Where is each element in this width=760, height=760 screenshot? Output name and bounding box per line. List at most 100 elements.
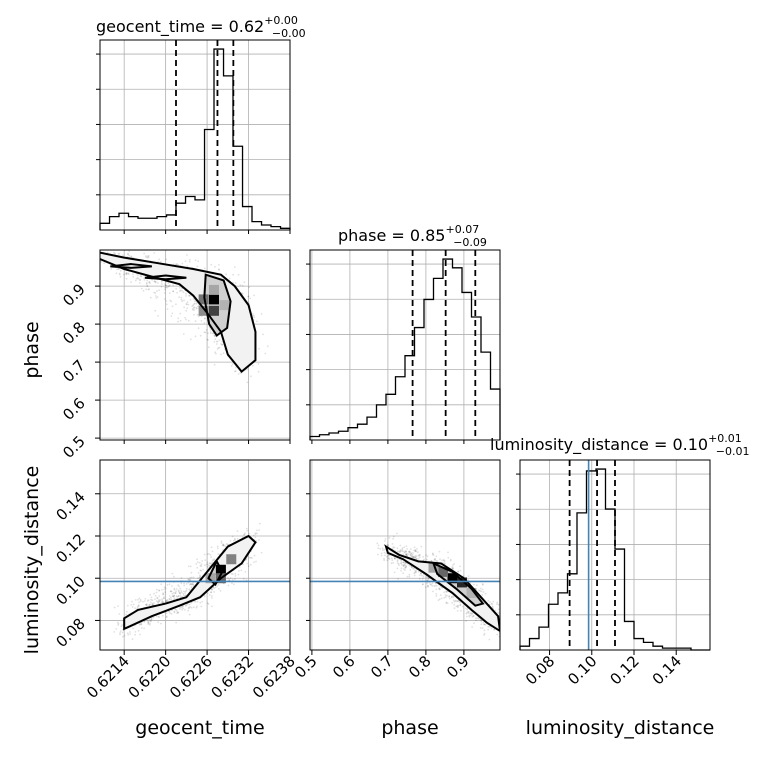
panel-luminosity-distance-vs-geocent-time-sample-point: [178, 592, 181, 594]
panel-phase-vs-geocent-time-sample-point: [100, 261, 103, 263]
panel-phase-vs-geocent-time-sample-point: [165, 284, 168, 287]
panel-luminosity-distance-vs-phase-sample-point: [454, 599, 457, 602]
panel-luminosity-distance-vs-phase-sample-point: [400, 550, 403, 552]
panel-luminosity-distance-vs-geocent-time-sample-point: [179, 587, 182, 590]
panel-luminosity-distance-vs-geocent-time-sample-point: [187, 578, 190, 581]
panel-luminosity-distance-vs-geocent-time-sample-point: [244, 532, 246, 535]
panel-luminosity-distance-vs-geocent-time-sample-point: [185, 594, 187, 597]
panel-luminosity-distance-vs-phase-sample-point: [410, 552, 412, 555]
panel-luminosity-distance-vs-geocent-time-sample-point: [234, 575, 237, 577]
panel-luminosity-distance-vs-phase-sample-point: [396, 547, 399, 550]
panel-phase-vs-geocent-time-sample-point: [119, 275, 122, 278]
panel-phase-vs-geocent-time-sample-point: [157, 282, 159, 284]
panel-phase-vs-geocent-time-sample-point: [90, 251, 92, 253]
panel-phase-vs-geocent-time-sample-point: [264, 352, 267, 355]
panel-luminosity-distance-vs-geocent-time-sample-point: [243, 533, 246, 536]
panel-luminosity-distance-vs-geocent-time-sample-point: [231, 573, 234, 575]
panel-luminosity-distance-vs-phase-sample-point: [387, 544, 390, 547]
panel-luminosity-distance-vs-geocent-time-sample-point: [252, 534, 255, 537]
panel-luminosity-distance-vs-geocent-time-sample-point: [220, 540, 223, 543]
panel-luminosity-distance-vs-phase-sample-point: [414, 550, 417, 553]
panel-luminosity-distance-vs-phase-sample-point: [483, 634, 485, 636]
panel-luminosity-distance-vs-phase-sample-point: [501, 631, 503, 633]
panel-phase-vs-geocent-time-sample-point: [194, 320, 197, 323]
panel-phase-vs-geocent-time-sample-point: [160, 283, 163, 285]
panel-phase-vs-geocent-time-sample-point: [243, 281, 246, 284]
panel-luminosity-distance-vs-phase-sample-point: [446, 602, 449, 605]
panel-luminosity-distance-vs-geocent-time-sample-point: [176, 596, 179, 598]
panel-luminosity-distance-vs-phase-sample-point: [413, 572, 416, 575]
panel-luminosity-distance-vs-phase-sample-point: [472, 614, 475, 617]
panel-phase-vs-geocent-time-sample-point: [181, 289, 184, 292]
panel-luminosity-distance-vs-geocent-time-sample-point: [173, 611, 176, 614]
panel-luminosity-distance-vs-phase-sample-point: [408, 553, 410, 556]
panel-luminosity-distance-vs-geocent-time-sample-point: [184, 590, 187, 593]
panel-phase-vs-geocent-time-sample-point: [179, 319, 182, 322]
panel-phase-vs-geocent-time-sample-point: [186, 303, 188, 306]
panel-luminosity-distance-vs-phase-sample-point: [507, 632, 509, 634]
panel-phase-vs-geocent-time-sample-point: [122, 247, 124, 249]
panel-luminosity-distance-vs-geocent-time-sample-point: [139, 598, 142, 601]
panel-luminosity-distance-vs-geocent-time-sample-point: [220, 541, 223, 544]
panel-luminosity-distance-vs-phase-sample-point: [497, 603, 500, 606]
panel-luminosity-distance-vs-geocent-time-sample-point: [174, 592, 177, 595]
panel-luminosity-distance-vs-geocent-time-sample-point: [129, 633, 132, 635]
panel-phase-vs-geocent-time-sample-point: [146, 247, 148, 249]
panel-luminosity-distance-vs-phase-sample-point: [399, 549, 402, 551]
panel-luminosity-distance-vs-geocent-time-sample-point: [185, 604, 188, 607]
panel-phase-vs-geocent-time-sample-point: [193, 306, 195, 309]
panel-phase-vs-geocent-time-sample-point: [165, 286, 168, 289]
panel-luminosity-distance-vs-geocent-time-sample-point: [165, 615, 168, 618]
panel-luminosity-distance-vs-geocent-time-sample-point: [155, 615, 158, 618]
panel-luminosity-distance-vs-phase-sample-point: [383, 559, 386, 562]
panel-luminosity-distance-vs-geocent-time-sample-point: [137, 604, 140, 606]
panel-luminosity-distance-vs-phase-sample-point: [467, 578, 469, 581]
panel-luminosity-distance-vs-phase-sample-point: [410, 552, 413, 555]
panel-luminosity-distance-vs-geocent-time-sample-point: [173, 597, 176, 600]
panel-luminosity-distance-vs-phase-sample-point: [491, 603, 493, 606]
ytick-label-phase-2: 0.7: [59, 356, 89, 386]
panel-luminosity-distance-vs-phase-sample-point: [377, 547, 380, 550]
panel-luminosity-distance-vs-geocent-time-sample-point: [206, 566, 209, 569]
panel-phase-vs-geocent-time-sample-point: [200, 320, 203, 322]
panel-luminosity-distance-vs-geocent-time-sample-point: [146, 619, 149, 622]
panel-luminosity-distance-vs-phase-sample-point: [470, 614, 472, 616]
panel-luminosity-distance-vs-phase-sample-point: [472, 615, 475, 617]
panel-phase-vs-geocent-time-sample-point: [183, 299, 185, 302]
panel-phase-vs-geocent-time-sample-point: [213, 335, 216, 337]
panel-luminosity-distance-vs-geocent-time-sample-point: [175, 608, 178, 611]
panel-luminosity-distance-vs-geocent-time-sample-point: [177, 595, 180, 597]
panel-luminosity-distance-vs-phase-sample-point: [400, 562, 402, 565]
panel-luminosity-distance-vs-geocent-time-sample-point: [183, 584, 186, 587]
panel-phase-vs-geocent-time-sample-point: [149, 282, 151, 285]
panel-luminosity-distance-vs-phase-sample-point: [432, 554, 435, 556]
panel-phase-vs-geocent-time-sample-point: [199, 334, 202, 337]
panel-luminosity-distance-vs-phase-sample-point: [479, 587, 482, 590]
panel-luminosity-distance-vs-geocent-time-sample-point: [134, 607, 137, 610]
panel-luminosity-distance-vs-phase-sample-point: [452, 564, 454, 566]
panel-luminosity-distance-vs-geocent-time-sample-point: [147, 622, 150, 624]
panel-luminosity-distance-vs-geocent-time-sample-point: [190, 583, 193, 586]
panel-luminosity-distance-vs-geocent-time-sample-point: [162, 593, 165, 596]
panel-luminosity-distance-vs-geocent-time-sample-point: [178, 591, 181, 594]
panel-phase-vs-geocent-time-sample-point: [146, 279, 149, 282]
panel-luminosity-distance-vs-phase-sample-point: [467, 610, 469, 613]
panel-luminosity-distance-vs-geocent-time-sample-point: [248, 556, 251, 559]
panel-luminosity-distance-vs-phase-sample-point: [420, 573, 422, 575]
panel-luminosity-distance-vs-phase-sample-point: [388, 557, 390, 559]
panel-luminosity-distance-vs-phase-sample-point: [417, 554, 420, 557]
panel-luminosity-distance-vs-geocent-time-sample-point: [158, 595, 161, 597]
panel-luminosity-distance-vs-phase-sample-point: [410, 555, 413, 557]
panel-luminosity-distance-vs-phase-density-cell-2: [438, 566, 448, 577]
panel-luminosity-distance-vs-geocent-time-sample-point: [233, 539, 235, 542]
panel-phase-vs-geocent-time-sample-point: [128, 250, 131, 253]
panel-phase-vs-geocent-time-sample-point: [183, 306, 186, 309]
panel-luminosity-distance-vs-geocent-time-sample-point: [200, 563, 203, 566]
panel-luminosity-distance-vs-phase-sample-point: [465, 615, 468, 618]
panel-luminosity-distance-vs-phase-sample-point: [386, 543, 389, 546]
panel-luminosity-distance-vs-geocent-time-sample-point: [184, 592, 186, 594]
panel-luminosity-distance-vs-phase-sample-point: [491, 606, 494, 609]
panel-phase-vs-geocent-time-sample-point: [106, 251, 109, 254]
panel-phase-vs-geocent-time-sample-point: [220, 343, 222, 345]
panel-luminosity-distance-vs-phase-sample-point: [379, 547, 382, 550]
